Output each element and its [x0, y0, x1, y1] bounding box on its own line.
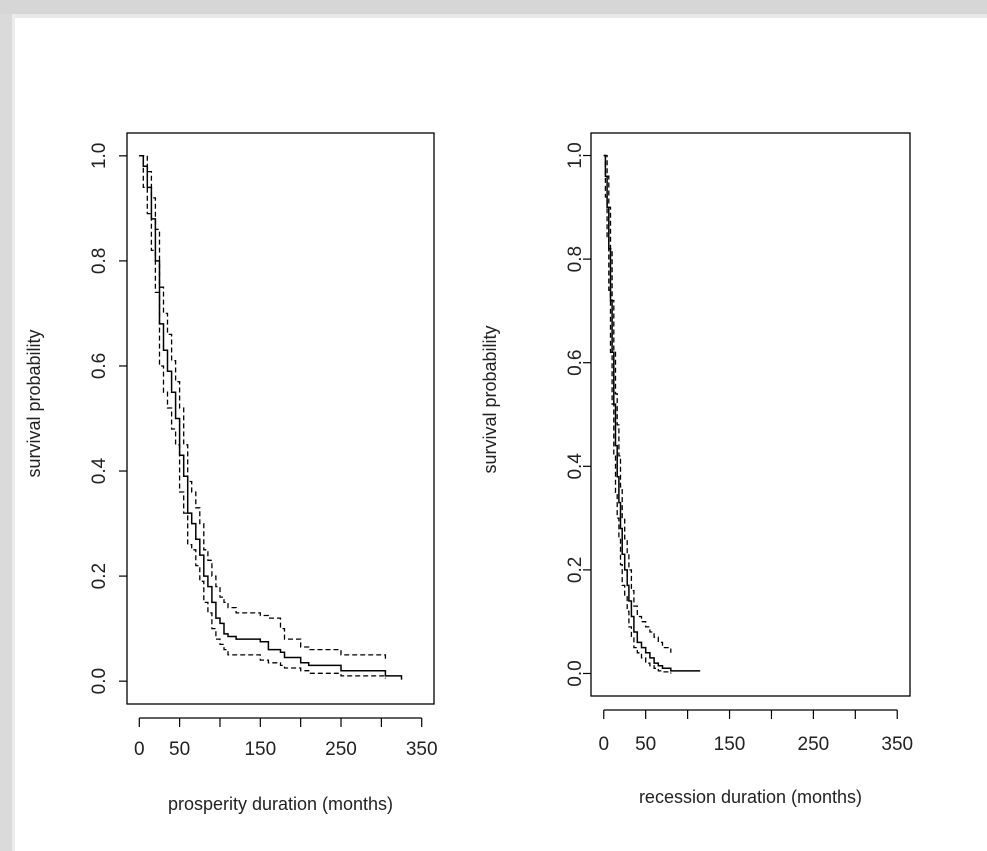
recession-survival-curve	[603, 154, 701, 672]
recession-y-tick-label: 0.4	[565, 453, 586, 480]
recession-x-tick-label: 250	[798, 734, 830, 755]
recession-y-tick-label: 0.6	[565, 349, 586, 375]
recession-plot-box	[590, 132, 911, 697]
recession-x-axis-title: recession duration (months)	[639, 787, 862, 807]
recession-y-tick-label: 1.0	[565, 142, 586, 168]
prosperity-lower-ci-curve	[139, 155, 387, 679]
prosperity-x-tick-label: 150	[244, 739, 276, 760]
recession-x-tick-label: 50	[635, 734, 656, 755]
recession-x-tick-label: 150	[714, 734, 746, 755]
recession-x-tick-label: 0	[598, 734, 609, 755]
recession-y-tick-label: 0.8	[565, 246, 586, 272]
prosperity-plot-box	[126, 132, 435, 705]
prosperity-x-tick-label: 0	[134, 739, 145, 760]
recession-x-tick-label: 350	[881, 734, 913, 755]
prosperity-y-tick-label: 0.0	[89, 668, 110, 694]
prosperity-y-tick-label: 1.0	[89, 143, 110, 169]
prosperity-x-tick-label: 350	[406, 739, 438, 760]
prosperity-x-tick-label: 50	[169, 739, 190, 760]
prosperity-survival-curve	[139, 155, 403, 680]
recession-panel: 0.0 0.2 0.4 0.6 0.8 1.0 0 50 150 250 350 recession …	[480, 132, 913, 807]
recession-y-tick-label: 0.0	[565, 660, 586, 686]
recession-upper-ci-curve	[603, 154, 672, 653]
recession-y-tick-label: 0.2	[565, 557, 586, 583]
prosperity-upper-ci-curve	[139, 155, 387, 661]
prosperity-x-tick-label: 250	[325, 739, 357, 760]
prosperity-y-axis-title: survival probability	[24, 329, 44, 477]
prosperity-x-axis-title: prosperity duration (months)	[168, 794, 393, 814]
prosperity-y-tick-label: 0.8	[89, 248, 110, 274]
recession-y-axis-title: survival probability	[480, 325, 500, 473]
prosperity-y-tick-label: 0.2	[89, 563, 110, 589]
prosperity-y-tick-label: 0.6	[89, 353, 110, 379]
prosperity-panel: 0.0 0.2 0.4 0.6 0.8 1.0 0 50 150 250 350 prosperity…	[24, 132, 438, 814]
prosperity-y-tick-label: 0.4	[89, 457, 110, 484]
recession-lower-ci-curve	[603, 154, 672, 674]
